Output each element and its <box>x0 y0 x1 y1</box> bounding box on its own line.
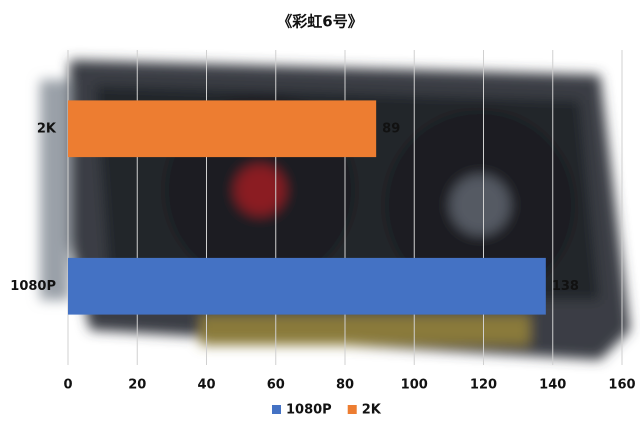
bar <box>68 257 546 315</box>
x-tick-label: 140 <box>539 378 566 393</box>
x-tick-label: 20 <box>128 378 146 393</box>
x-tick-label: 120 <box>470 378 497 393</box>
data-label: 138 <box>552 279 579 294</box>
legend-swatch <box>272 405 281 414</box>
y-tick-label: 1080P <box>10 279 56 294</box>
x-tick-label: 40 <box>197 378 215 393</box>
x-tick-label: 0 <box>63 378 72 393</box>
bar <box>68 100 377 158</box>
legend-label: 2K <box>362 403 382 418</box>
y-tick-label: 2K <box>37 121 57 136</box>
x-tick-label: 160 <box>608 378 635 393</box>
legend-swatch <box>347 405 357 414</box>
legend-label: 1080P <box>286 403 332 418</box>
x-tick-label: 100 <box>401 378 428 393</box>
chart-title: 《彩虹6号》 <box>277 13 362 31</box>
x-tick-label: 80 <box>336 378 354 393</box>
data-label: 89 <box>382 121 400 136</box>
x-tick-label: 60 <box>267 378 285 393</box>
